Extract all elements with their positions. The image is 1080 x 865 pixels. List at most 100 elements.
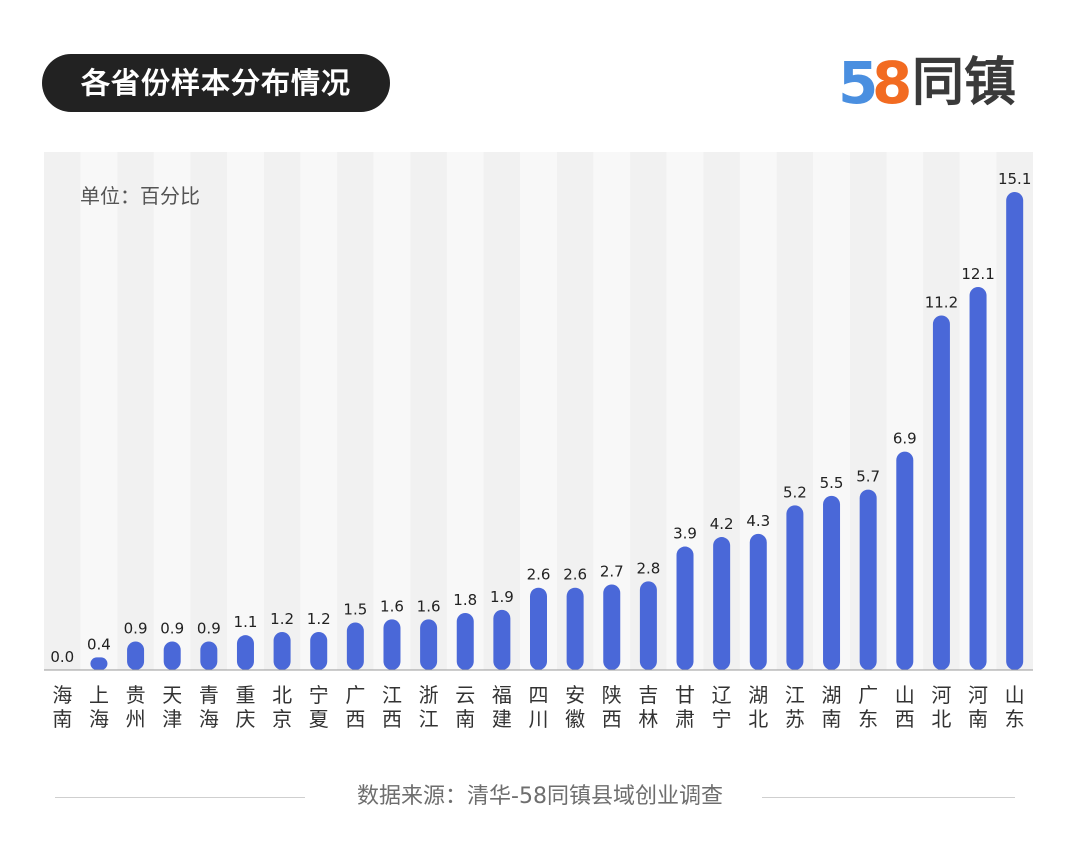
value-label: 0.4 (87, 635, 111, 653)
bar-广西 (346, 622, 364, 670)
bar-广东 (859, 489, 877, 670)
category-label: 海 (52, 683, 72, 707)
bar-贵州 (127, 641, 145, 670)
column-stripe (446, 152, 484, 670)
column-stripe (520, 152, 557, 670)
category-label: 天 (162, 683, 182, 707)
bar-云南 (456, 613, 474, 670)
value-label: 1.1 (234, 613, 258, 631)
value-label: 1.5 (343, 601, 367, 619)
column-stripe (263, 152, 301, 670)
category-label: 四 (529, 683, 549, 707)
category-label: 林 (638, 707, 658, 731)
value-label: 2.7 (600, 563, 624, 581)
category-label: 浙 (419, 683, 439, 707)
value-label: 0.9 (160, 620, 184, 638)
column-stripe (227, 152, 264, 670)
bar-青海 (200, 641, 218, 670)
value-label: 2.8 (636, 559, 660, 577)
category-label: 北 (272, 683, 292, 707)
logo-digit-8: 8 (872, 49, 913, 117)
category-label: 京 (272, 707, 292, 731)
category-label: 夏 (309, 707, 329, 731)
column-stripe (190, 152, 228, 670)
bar-河南 (969, 286, 987, 670)
bar-福建 (493, 609, 511, 670)
category-label: 东 (858, 707, 878, 731)
category-label: 南 (455, 707, 475, 731)
column-stripe (44, 152, 81, 670)
value-label: 4.2 (710, 515, 734, 533)
category-label: 河 (968, 683, 988, 707)
value-label: 1.9 (490, 588, 514, 606)
category-label: 南 (822, 707, 842, 731)
value-label: 1.2 (270, 610, 294, 628)
category-label: 安 (565, 683, 585, 707)
column-stripe (80, 152, 118, 670)
bar-山西 (896, 451, 914, 670)
value-label: 1.2 (307, 610, 331, 628)
bar-江西 (383, 619, 401, 670)
value-label: 11.2 (925, 293, 958, 311)
bar-上海 (90, 657, 108, 670)
value-label: 1.6 (417, 597, 441, 615)
category-label: 陕 (602, 683, 622, 707)
category-label: 津 (162, 707, 182, 731)
category-label: 吉 (638, 683, 658, 707)
column-stripe (556, 152, 594, 670)
category-label: 北 (748, 707, 768, 731)
category-label: 徽 (565, 707, 585, 731)
bar-河北 (932, 315, 950, 670)
category-label: 宁 (712, 707, 732, 731)
value-label: 15.1 (998, 170, 1031, 188)
category-label: 青 (199, 683, 219, 707)
value-label: 1.6 (380, 597, 404, 615)
category-label: 山 (1005, 683, 1025, 707)
category-label: 西 (895, 707, 915, 731)
value-label: 12.1 (961, 265, 994, 283)
category-label: 重 (235, 683, 255, 707)
bar-北京 (273, 632, 291, 670)
category-label: 甘 (675, 683, 695, 707)
category-label: 上 (89, 683, 109, 707)
value-label: 5.2 (783, 483, 807, 501)
bar-湖北 (749, 533, 767, 670)
bar-甘肃 (676, 546, 694, 670)
bar-湖南 (823, 495, 841, 670)
category-label: 山 (895, 683, 915, 707)
value-label: 1.8 (453, 591, 477, 609)
column-stripe (373, 152, 411, 670)
value-labels: 0.0 0.4 0.9 0.9 0.9 1.1 1.2 1.2 1.5 1.6 1.6 1.8 1.9 2… (50, 170, 1031, 666)
bar-chart: 单位：百分比 0.0 0.4 0.9 0.9 0.9 1.1 1.2 1.2 1.5 1.6 1.6… (44, 152, 1033, 731)
category-label: 湖 (822, 683, 842, 707)
category-label: 广 (345, 683, 365, 707)
value-label: 3.9 (673, 525, 697, 543)
column-stripe (300, 152, 338, 670)
logo-brand-text: 同镇 (912, 53, 1017, 113)
category-label: 河 (931, 683, 951, 707)
bars (90, 192, 1024, 670)
category-label: 贵 (126, 683, 146, 707)
category-label: 湖 (748, 683, 768, 707)
bar-安徽 (566, 587, 584, 670)
category-label: 海 (199, 707, 219, 731)
category-label: 西 (382, 707, 402, 731)
column-stripe (410, 152, 447, 670)
category-label: 庆 (235, 707, 255, 731)
category-label: 川 (529, 707, 549, 731)
column-stripe (153, 152, 191, 670)
bar-浙江 (420, 619, 438, 670)
category-label: 西 (602, 707, 622, 731)
category-label: 西 (345, 707, 365, 731)
value-label: 2.6 (563, 566, 587, 584)
data-source: 数据来源：清华-58同镇县域创业调查 (357, 784, 723, 809)
category-label: 建 (492, 707, 512, 731)
category-label: 东 (1005, 707, 1025, 731)
category-label: 海 (89, 707, 109, 731)
category-label: 北 (931, 707, 951, 731)
bar-辽宁 (713, 537, 731, 670)
value-label: 5.7 (856, 468, 880, 486)
value-label: 0.9 (197, 620, 221, 638)
bar-吉林 (639, 581, 657, 670)
category-label: 广 (858, 683, 878, 707)
